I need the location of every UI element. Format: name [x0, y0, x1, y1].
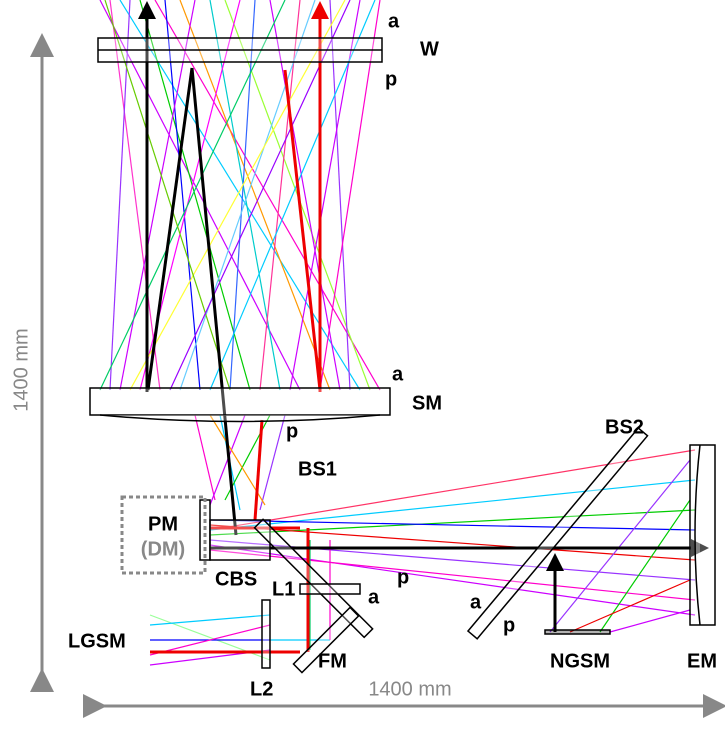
label: a — [388, 10, 400, 32]
label: SM — [412, 392, 442, 414]
label: L1 — [272, 578, 295, 600]
label: BS2 — [605, 416, 644, 438]
label: p — [286, 420, 298, 442]
label: (DM) — [141, 538, 185, 560]
label: PM — [148, 513, 178, 535]
optical-layout: 1400 mm 1400 mm a W p a SM p BS1 p BS2 a… — [0, 0, 725, 740]
label: LGSM — [68, 630, 126, 652]
v-scale-label: 1400 mm — [10, 328, 32, 411]
label: FM — [318, 650, 347, 672]
label: p — [397, 566, 409, 588]
ray-fan — [100, 0, 695, 665]
label: CBS — [215, 568, 257, 590]
label: a — [368, 586, 380, 608]
label: p — [503, 614, 515, 636]
h-scale-label: 1400 mm — [368, 678, 451, 700]
label: L2 — [250, 678, 273, 700]
label: EM — [687, 650, 717, 672]
label: p — [385, 68, 397, 90]
label: NGSM — [550, 650, 610, 672]
label: BS1 — [298, 458, 337, 480]
label: a — [392, 363, 404, 385]
label: a — [470, 591, 482, 613]
label: W — [420, 38, 439, 60]
